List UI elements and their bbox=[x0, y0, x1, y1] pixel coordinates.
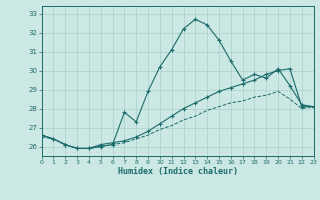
X-axis label: Humidex (Indice chaleur): Humidex (Indice chaleur) bbox=[118, 167, 237, 176]
